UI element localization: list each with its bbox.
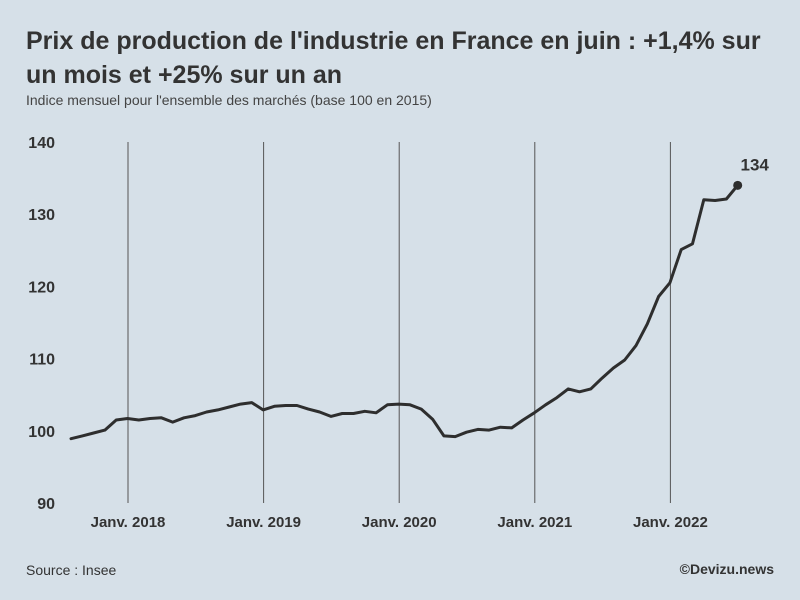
plot-area: 134 xyxy=(69,155,770,441)
y-tick-label: 100 xyxy=(28,424,55,441)
y-tick-label: 140 xyxy=(28,135,55,152)
x-tick-label: Janv. 2018 xyxy=(91,514,166,531)
x-tick-label: Janv. 2021 xyxy=(497,514,572,531)
series-line xyxy=(69,183,740,441)
y-tick-label: 120 xyxy=(28,279,55,296)
last-point-marker xyxy=(733,180,743,190)
chart-title: Prix de production de l'industrie en Fra… xyxy=(26,27,761,89)
credit-logo: ©Devizu.news xyxy=(679,561,774,577)
chart-subtitle: Indice mensuel pour l'ensemble des march… xyxy=(26,92,432,108)
y-tick-label: 130 xyxy=(28,207,55,224)
x-tick-label: Janv. 2019 xyxy=(226,514,301,531)
vertical-gridlines xyxy=(127,142,671,503)
x-tick-label: Janv. 2022 xyxy=(633,514,708,531)
y-tick-label: 90 xyxy=(37,496,55,513)
source-note: Source : Insee xyxy=(26,562,117,578)
x-tick-label: Janv. 2020 xyxy=(362,514,437,531)
x-axis: Janv. 2018 Janv. 2019 Janv. 2020 Janv. 2021… xyxy=(91,514,708,531)
last-value-label: 134 xyxy=(741,155,770,174)
y-axis: 90 100 110 120 130 140 xyxy=(28,135,55,513)
y-tick-label: 110 xyxy=(29,352,55,369)
